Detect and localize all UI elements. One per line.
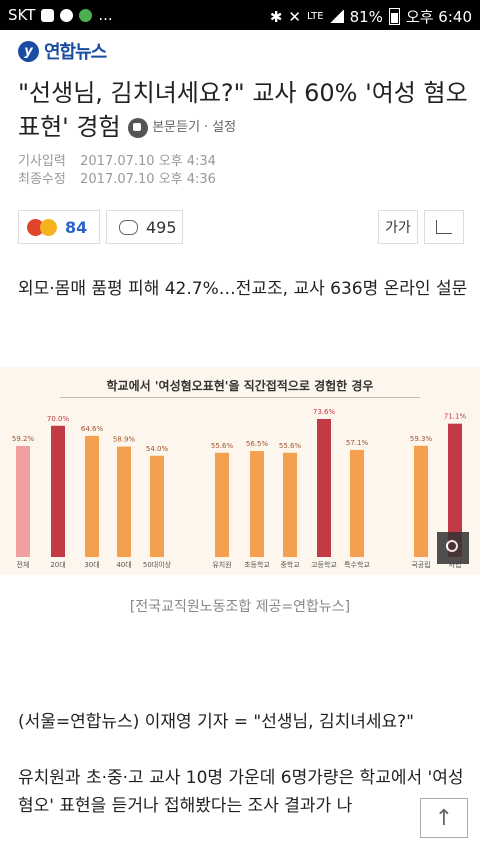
notification-icon [41, 8, 55, 22]
app-icon [79, 8, 93, 22]
chart-category-label: 국공립 [411, 561, 430, 569]
font-size-label: 가가 [385, 220, 411, 236]
article-paragraph-1: (서울=연합뉴스) 이재영 기자 = "선생님, 김치녀세요?" [18, 712, 414, 732]
zoom-image-button[interactable] [437, 532, 469, 564]
font-size-button[interactable]: 가가 [378, 210, 418, 244]
battery-percent: 81% [349, 7, 383, 26]
chart-bar [283, 452, 297, 557]
separator: · [204, 120, 209, 135]
bluetooth-icon: ✱ [269, 7, 283, 26]
comment-button[interactable]: 495 [106, 210, 183, 244]
smile-emoji-icon [40, 218, 57, 236]
scroll-top-button[interactable]: ↑ [420, 798, 468, 838]
chart-value-label: 59.3% [410, 435, 433, 443]
chart-value-label: 58.9% [113, 436, 136, 444]
article-title: "선생님, 김치녀세요?" 교사 60% '여성 혐오 표현' 경험 [18, 79, 468, 141]
chart-value-label: 70.0% [47, 415, 70, 423]
signal-icon [329, 10, 344, 23]
logo[interactable]: y 연합뉴스 [18, 38, 107, 64]
chart-value-label: 64.6% [81, 425, 104, 433]
bar-chart: 59.2% 전체 70.0% 20대 64.6% 30대 58.9% 40대 54.0% 50대이… [12, 408, 467, 569]
chart-category-label: 고등학교 [311, 560, 337, 569]
article-title-block: "선생님, 김치녀세요?" 교사 60% '여성 혐오 표현' 경험 본문듣기 … [18, 76, 468, 145]
chart-category-label: 20대 [50, 561, 65, 569]
chart-title: 학교에서 '여성혐오표현'을 직간접적으로 경험한 경우 [106, 379, 374, 393]
chart-value-label: 73.6% [313, 408, 336, 416]
chart-bar [250, 451, 264, 557]
chart-category-label: 30대 [84, 561, 99, 569]
network-label: LTE [306, 11, 324, 22]
share-button[interactable] [424, 210, 464, 244]
chart-bar [350, 449, 364, 557]
chart-bar [317, 419, 331, 557]
logo-icon: y [18, 40, 39, 62]
chart-title-divider [60, 397, 420, 398]
chart-category-label: 40대 [116, 561, 131, 569]
share-icon [436, 220, 452, 234]
article-subhead: 외모·몸매 품평 피해 42.7%…전교조, 교사 636명 온라인 설문 [18, 279, 468, 299]
article-paragraph-2: 유치원과 초·중·고 교사 10명 가운데 6명가량은 학교에서 '여성혐오' … [18, 768, 464, 816]
input-label: 기사입력 [18, 154, 66, 169]
arrow-up-icon: ↑ [434, 805, 454, 831]
chart-category-label: 중학교 [280, 560, 300, 569]
chart-category-label: 특수학교 [344, 560, 370, 569]
message-icon [60, 8, 74, 22]
chart-bar [85, 435, 99, 557]
chart-bar [414, 445, 428, 557]
listen-button[interactable]: 본문듣기 [152, 120, 201, 135]
chart-category-label: 50대이상 [143, 560, 172, 569]
image-caption: [전국교직원노동조합 제공=연합뉴스] [129, 599, 351, 615]
chart-value-label: 56.5% [246, 440, 269, 448]
comment-icon [119, 219, 138, 235]
chart-bar [16, 446, 30, 557]
chart-bar [51, 425, 65, 557]
article-dates: 기사입력 2017.07.10 오후 4:34 최종수정 2017.07.10 … [18, 153, 216, 189]
comment-count: 495 [146, 217, 177, 237]
status-bar: SKT ... ✱ ✕ LTE 81% 오후 6:40 [0, 0, 480, 30]
chart-category-label: 사립 [449, 560, 462, 569]
modified-date: 2017.07.10 오후 4:36 [80, 172, 216, 187]
chart-category-label: 유치원 [212, 560, 231, 569]
chart-value-label: 57.1% [346, 439, 369, 447]
input-date: 2017.07.10 오후 4:34 [80, 154, 216, 169]
chart-bar [150, 455, 164, 557]
reaction-button[interactable]: 84 [18, 210, 100, 244]
speaker-icon[interactable] [128, 118, 149, 138]
chart-bar [215, 452, 229, 557]
more-notifications: ... [98, 6, 113, 24]
chart-bar [448, 423, 462, 557]
modified-label: 최종수정 [18, 172, 66, 187]
chart-value-label: 71.1% [444, 413, 467, 421]
chart-bar [117, 446, 131, 557]
carrier-label: SKT [8, 6, 36, 24]
logo-text: 연합뉴스 [44, 42, 107, 63]
chart-value-label: 55.6% [279, 442, 302, 450]
chart-value-label: 59.2% [12, 435, 35, 443]
settings-button[interactable]: 설정 [212, 120, 237, 135]
chart-figure[interactable]: 학교에서 '여성혐오표현'을 직간접적으로 경험한 경우 59.2% 전체 70.0… [0, 367, 480, 575]
chart-category-label: 전체 [17, 560, 30, 569]
angry-emoji-icon [27, 218, 44, 236]
battery-icon [388, 8, 400, 25]
mute-icon: ✕ [288, 7, 301, 26]
chart-value-label: 54.0% [146, 445, 169, 453]
clock: 오후 6:40 [405, 8, 472, 26]
reaction-count: 84 [65, 217, 88, 237]
zoom-icon [446, 540, 458, 552]
chart-value-label: 55.6% [211, 442, 234, 450]
chart-category-label: 초등학교 [244, 560, 270, 569]
